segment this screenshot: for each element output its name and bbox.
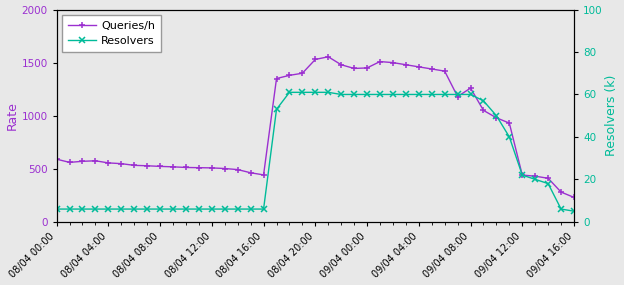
Resolvers <box>428 93 436 96</box>
Resolvers <box>338 93 345 96</box>
Resolvers <box>260 207 267 211</box>
Resolvers <box>570 209 578 213</box>
Queries/h <box>441 69 449 73</box>
Queries/h <box>532 174 539 178</box>
Queries/h <box>505 121 513 125</box>
Queries/h <box>363 66 371 70</box>
Resolvers <box>350 93 358 96</box>
Resolvers <box>480 99 487 103</box>
Queries/h <box>428 67 436 71</box>
Resolvers <box>234 207 241 211</box>
Resolvers <box>441 93 449 96</box>
Queries/h <box>519 173 526 177</box>
Queries/h <box>247 171 255 174</box>
Resolvers <box>105 207 112 211</box>
Resolvers <box>389 93 397 96</box>
Resolvers <box>286 91 293 94</box>
Resolvers <box>363 93 371 96</box>
Resolvers <box>169 207 177 211</box>
Queries/h <box>105 161 112 165</box>
Queries/h <box>117 162 125 165</box>
Queries/h <box>350 67 358 70</box>
Resolvers <box>247 207 255 211</box>
Queries/h <box>273 77 280 80</box>
Line: Resolvers: Resolvers <box>54 89 577 214</box>
Resolvers <box>53 207 61 211</box>
Resolvers <box>144 207 151 211</box>
Queries/h <box>467 86 474 90</box>
Resolvers <box>415 93 422 96</box>
Queries/h <box>493 116 500 119</box>
Queries/h <box>221 167 228 170</box>
Queries/h <box>311 58 319 61</box>
Resolvers <box>544 182 552 185</box>
Resolvers <box>208 207 215 211</box>
Resolvers <box>454 93 461 96</box>
Queries/h <box>480 109 487 112</box>
Resolvers <box>467 93 474 96</box>
Queries/h <box>79 160 86 163</box>
Resolvers <box>299 91 306 94</box>
Resolvers <box>402 93 409 96</box>
Resolvers <box>92 207 99 211</box>
Resolvers <box>221 207 228 211</box>
Resolvers <box>130 207 138 211</box>
Resolvers <box>182 207 190 211</box>
Queries/h <box>195 166 203 169</box>
Queries/h <box>544 177 552 180</box>
Resolvers <box>557 207 565 211</box>
Resolvers <box>117 207 125 211</box>
Queries/h <box>182 166 190 169</box>
Queries/h <box>402 63 409 66</box>
Resolvers <box>324 91 332 94</box>
Resolvers <box>157 207 164 211</box>
Resolvers <box>493 114 500 117</box>
Line: Queries/h: Queries/h <box>54 54 577 200</box>
Queries/h <box>53 158 61 161</box>
Queries/h <box>92 159 99 162</box>
Queries/h <box>376 60 384 63</box>
Resolvers <box>519 173 526 177</box>
Queries/h <box>557 190 565 194</box>
Queries/h <box>144 164 151 168</box>
Y-axis label: Resolvers (k): Resolvers (k) <box>605 75 618 156</box>
Queries/h <box>299 72 306 75</box>
Queries/h <box>66 161 73 164</box>
Resolvers <box>195 207 203 211</box>
Resolvers <box>66 207 73 211</box>
Queries/h <box>338 63 345 66</box>
Resolvers <box>273 108 280 111</box>
Queries/h <box>130 164 138 167</box>
Resolvers <box>376 93 384 96</box>
Queries/h <box>208 166 215 170</box>
Queries/h <box>169 165 177 168</box>
Queries/h <box>389 61 397 64</box>
Legend: Queries/h, Resolvers: Queries/h, Resolvers <box>62 15 160 52</box>
Queries/h <box>157 165 164 168</box>
Resolvers <box>505 135 513 139</box>
Resolvers <box>532 178 539 181</box>
Queries/h <box>324 55 332 58</box>
Queries/h <box>454 95 461 98</box>
Queries/h <box>415 65 422 69</box>
Y-axis label: Rate: Rate <box>6 101 19 130</box>
Queries/h <box>260 173 267 177</box>
Queries/h <box>234 168 241 171</box>
Resolvers <box>79 207 86 211</box>
Queries/h <box>286 74 293 77</box>
Queries/h <box>570 196 578 199</box>
Resolvers <box>311 91 319 94</box>
